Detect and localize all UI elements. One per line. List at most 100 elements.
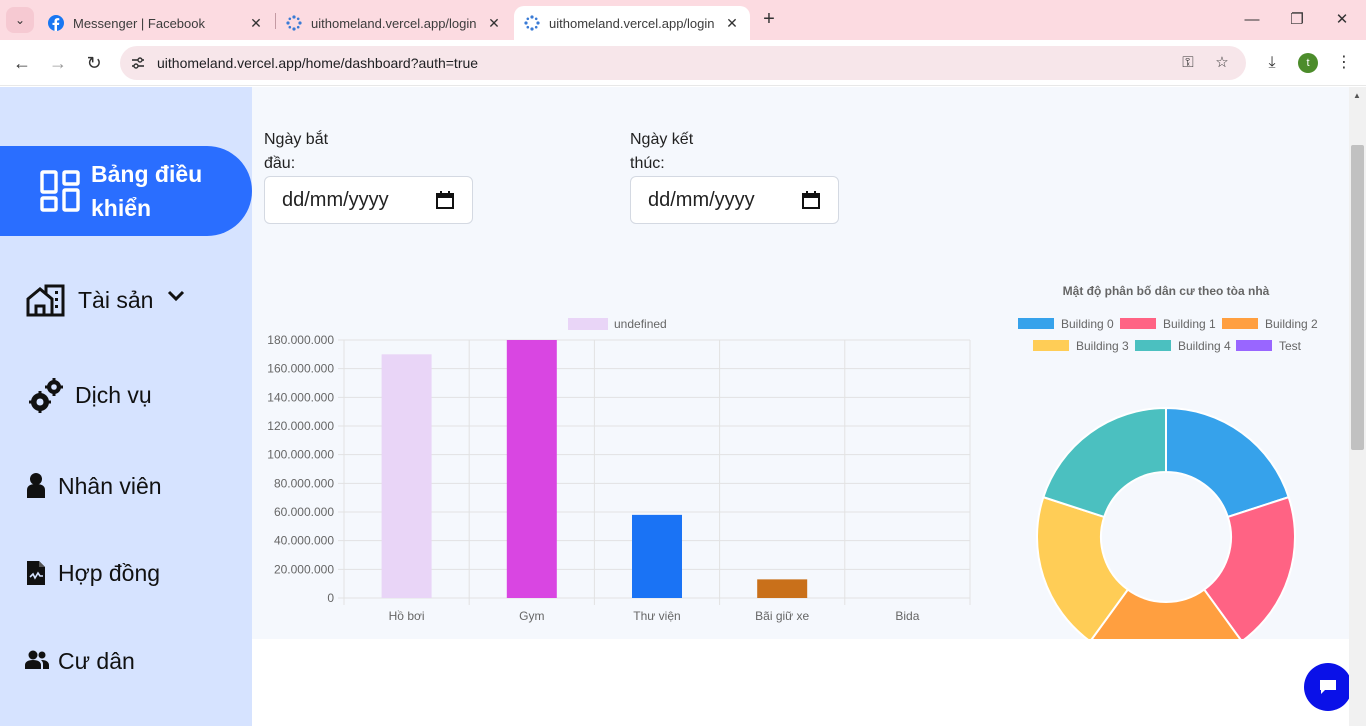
calendar-icon[interactable]: [802, 191, 820, 209]
download-icon[interactable]: ⤓: [1268, 54, 1276, 71]
legend-swatch: [568, 318, 608, 330]
gears-icon: [29, 378, 63, 413]
browser-tab-strip: ⌄ Messenger | Facebook ✕ uithomeland.ver…: [0, 0, 1366, 40]
scrollbar-thumb[interactable]: [1351, 145, 1364, 450]
y-tick-label: 0: [327, 591, 334, 605]
x-tick-label: Bãi giữ xe: [755, 609, 809, 623]
sidebar-item-label: Nhân viên: [58, 473, 162, 499]
tab-search-button[interactable]: ⌄: [6, 7, 34, 33]
doughnut-slice: [1202, 495, 1296, 639]
legend-label: undefined: [614, 317, 667, 331]
sidebar-item-assets[interactable]: Tài sản: [0, 275, 252, 325]
scroll-up-arrow-icon[interactable]: ▲: [1353, 91, 1361, 100]
address-bar[interactable]: uithomeland.vercel.app/home/dashboard?au…: [120, 46, 1246, 80]
y-tick-label: 20.000.000: [274, 562, 334, 576]
end-date-placeholder: dd/mm/yyyy: [648, 189, 755, 211]
legend-swatch: [1236, 340, 1272, 351]
sidebar-item-label: Bảng điều khiển: [91, 161, 203, 221]
browser-tab-messenger[interactable]: Messenger | Facebook ✕: [38, 6, 274, 40]
new-tab-button[interactable]: +: [763, 8, 775, 30]
sidebar-item-dashboard[interactable]: Bảng điều khiển: [0, 146, 252, 236]
page-scrollbar[interactable]: ▲: [1349, 87, 1366, 726]
legend-swatch: [1120, 318, 1156, 329]
user-icon: [27, 473, 45, 498]
sidebar-item-label: Dịch vụ: [75, 382, 152, 408]
profile-avatar[interactable]: t: [1298, 53, 1318, 73]
sidebar-item-residents[interactable]: Cư dân: [0, 636, 252, 686]
back-button[interactable]: ←: [13, 53, 31, 73]
services-bar-chart: undefined 0 20.000.000 40.000.000 60.000.000…: [267, 317, 971, 623]
y-tick-label: 120.000.000: [267, 419, 334, 433]
sidebar-item-contracts[interactable]: Hợp đồng: [0, 548, 252, 598]
password-key-icon[interactable]: ⚿: [1182, 54, 1194, 71]
chart-title: Mật độ phân bố dân cư theo tòa nhà: [1063, 284, 1270, 298]
chevron-down-icon[interactable]: [166, 286, 186, 306]
more-menu-icon[interactable]: ⋮: [1336, 54, 1352, 71]
building-icon: [26, 284, 65, 317]
end-date-label: Ngày kết thúc:: [630, 131, 694, 172]
restore-button[interactable]: ❐: [1290, 11, 1304, 28]
legend-swatch: [1135, 340, 1171, 351]
legend-label: Building 3: [1076, 339, 1129, 353]
y-tick-label: 180.000.000: [267, 333, 334, 347]
url-text[interactable]: uithomeland.vercel.app/home/dashboard?au…: [157, 55, 479, 71]
y-tick-label: 80.000.000: [274, 476, 334, 490]
start-date-placeholder: dd/mm/yyyy: [282, 189, 389, 211]
chat-icon: [1320, 680, 1336, 694]
sidebar-item-label: Hợp đồng: [58, 560, 161, 586]
browser-tab-login-1[interactable]: uithomeland.vercel.app/login ✕: [276, 6, 512, 40]
y-tick-label: 160.000.000: [267, 362, 334, 376]
close-window-button[interactable]: ✕: [1335, 11, 1349, 28]
tab-title: uithomeland.vercel.app/login: [311, 15, 477, 31]
x-tick-label: Thư viện: [633, 609, 680, 623]
sidebar-item-staff[interactable]: Nhân viên: [0, 460, 252, 510]
legend-label: Building 1: [1163, 317, 1216, 331]
sidebar-item-label: Tài sản: [78, 287, 154, 313]
facebook-icon: [48, 15, 64, 31]
sidebar-item-services[interactable]: Dịch vụ: [0, 370, 252, 420]
bookmark-star-icon[interactable]: ☆: [1215, 54, 1229, 71]
start-date-input[interactable]: dd/mm/yyyy: [264, 176, 473, 224]
close-tab-icon[interactable]: ✕: [488, 14, 500, 31]
doughnut-slice: [1090, 588, 1242, 639]
browser-tab-login-active[interactable]: uithomeland.vercel.app/login ✕: [514, 6, 750, 40]
users-icon: [25, 650, 49, 669]
legend-label: Building 2: [1265, 317, 1318, 331]
calendar-icon[interactable]: [436, 191, 454, 209]
bar: [381, 354, 432, 598]
start-date-label: Ngày bắt đầu:: [264, 131, 329, 172]
app-logo-icon: [524, 15, 540, 31]
dashboard-content: Ngày bắt đầu: dd/mm/yyyy Ngày kết thúc: …: [252, 87, 1349, 639]
y-tick-label: 140.000.000: [267, 390, 334, 404]
legend-swatch: [1033, 340, 1069, 351]
tab-title: uithomeland.vercel.app/login: [549, 15, 715, 31]
close-tab-icon[interactable]: ✕: [250, 14, 262, 31]
y-tick-label: 40.000.000: [274, 534, 334, 548]
end-date-input[interactable]: dd/mm/yyyy: [630, 176, 839, 224]
legend-label: Building 4: [1178, 339, 1231, 353]
app-logo-icon: [286, 15, 302, 31]
legend-swatch: [1018, 318, 1054, 329]
minimize-button[interactable]: —: [1244, 11, 1260, 28]
doughnut-slice: [1165, 406, 1290, 519]
y-tick-label: 100.000.000: [267, 448, 334, 462]
x-tick-label: Bida: [895, 609, 919, 623]
sidebar-item-label: Cư dân: [58, 648, 135, 674]
legend-swatch: [1222, 318, 1258, 329]
reload-button[interactable]: ↻: [86, 53, 102, 73]
site-settings-icon[interactable]: [130, 55, 146, 71]
chat-button[interactable]: [1304, 663, 1352, 711]
contract-icon: [27, 561, 45, 585]
dashboard-icon: [40, 170, 80, 212]
page-viewport: Bảng điều khiển Tài sản Dịch vụ Nhân viê…: [0, 87, 1352, 726]
bar: [632, 514, 682, 598]
bar: [757, 579, 808, 598]
x-tick-label: Hồ bơi: [389, 609, 425, 623]
x-tick-label: Gym: [519, 609, 544, 623]
close-tab-icon[interactable]: ✕: [726, 14, 738, 31]
bar: [506, 340, 557, 598]
legend-label: Building 0: [1061, 317, 1114, 331]
forward-button[interactable]: →: [49, 53, 67, 73]
sidebar: Bảng điều khiển Tài sản Dịch vụ Nhân viê…: [0, 87, 252, 726]
doughnut-slice: [1036, 495, 1130, 639]
